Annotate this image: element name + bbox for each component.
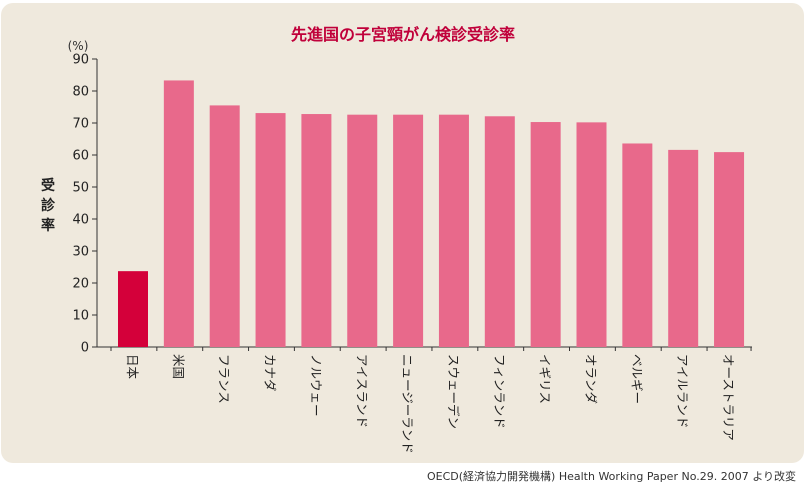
bar-14 — [714, 152, 745, 347]
x-tick-label: ノルウェー — [308, 354, 323, 417]
y-tick-label: 60 — [72, 149, 89, 164]
x-tick-label: ベルギー — [629, 354, 644, 404]
x-tick-label: ニュージーランド — [400, 354, 415, 454]
bar-7 — [393, 114, 424, 348]
x-tick-label: オランダ — [584, 354, 599, 404]
y-axis-title-char: 受 — [41, 177, 55, 194]
bar-11 — [576, 122, 607, 347]
y-axis-title-char: 率 — [41, 217, 55, 234]
source-note: OECD(経済協力開発機構) Health Working Paper No.2… — [427, 470, 796, 483]
bars — [118, 80, 745, 348]
x-tick-label: フィンランド — [492, 354, 507, 429]
x-axis-labels: 日本 米国 フランス カナダ ノルウェー アイスランド ニュージーランド スウェーデン フィンラ… — [110, 347, 752, 454]
chart-title: 先進国の子宮頸がん検診受診率 — [291, 25, 515, 44]
y-tick-label: 30 — [72, 245, 89, 260]
y-axis: 0 10 20 30 40 50 60 70 80 90 — [72, 53, 752, 356]
x-tick-label: スウェーデン — [446, 354, 461, 429]
bar-5 — [301, 114, 332, 347]
bar-1 — [118, 271, 148, 347]
y-tick-label: 40 — [72, 213, 89, 228]
x-tick-label: アイスランド — [354, 354, 369, 428]
bar-8 — [438, 114, 469, 348]
y-tick-label: 70 — [72, 117, 89, 132]
x-tick-label: カナダ — [263, 354, 278, 392]
bar-12 — [622, 143, 653, 347]
bar-3 — [209, 105, 240, 348]
bar-13 — [668, 149, 699, 347]
y-axis-title: 受診率 — [41, 177, 56, 234]
x-tick-label: 日本 — [125, 354, 140, 380]
bar-2 — [163, 80, 194, 347]
bar-9 — [484, 116, 515, 347]
bar-6 — [347, 114, 378, 348]
y-tick-label: 80 — [72, 85, 89, 100]
y-tick-label: 0 — [81, 341, 89, 356]
y-tick-label: 50 — [72, 181, 89, 196]
y-tick-label: 90 — [72, 53, 89, 68]
x-tick-label: 米国 — [171, 354, 186, 379]
bar-4 — [255, 113, 286, 347]
x-tick-label: アイルランド — [675, 354, 690, 428]
y-unit-label: (%) — [68, 39, 89, 53]
bar-10 — [530, 122, 561, 347]
x-tick-label: オーストラリア — [721, 354, 736, 441]
x-tick-label: イギリス — [538, 354, 553, 404]
y-tick-label: 10 — [72, 309, 89, 324]
x-tick-label: フランス — [217, 354, 232, 404]
y-tick-label: 20 — [72, 277, 89, 292]
y-axis-title-char: 診 — [41, 197, 56, 214]
